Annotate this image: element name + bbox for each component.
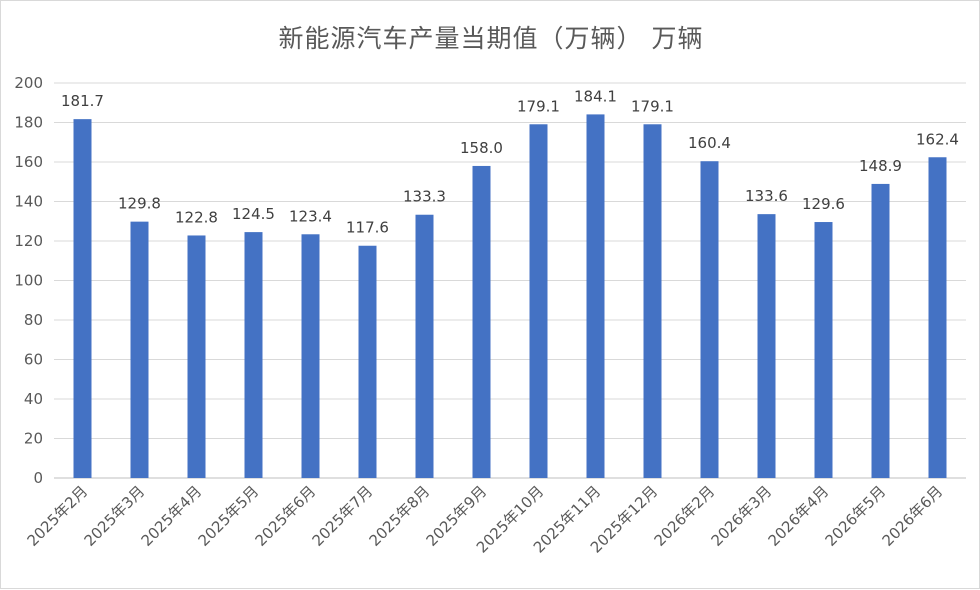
y-tick-label: 40 [24,390,43,408]
bar [529,124,548,478]
bar [586,114,605,478]
bar [73,119,92,478]
bar [358,245,377,478]
data-label: 158.0 [460,139,503,157]
bar [472,165,491,478]
data-label: 179.1 [517,97,560,115]
x-tick-label: 2025年6月 [252,482,320,550]
x-axis-ticks: 2025年2月2025年3月2025年4月2025年5月2025年6月2025年… [24,482,947,556]
data-label: 129.6 [802,195,845,213]
bar [757,214,776,478]
data-labels: 181.7 129.8 122.8 124.5 123.4 117.6 133.3 158.0… [61,87,959,236]
chart-title: 新能源汽车产量当期值（万辆） 万辆 [278,24,704,53]
y-tick-label: 60 [24,351,43,369]
bar [301,234,320,478]
data-label: 133.3 [403,188,446,206]
x-tick-label: 2025年3月 [81,482,149,550]
y-tick-label: 160 [14,153,43,171]
data-label: 162.4 [916,130,959,148]
data-label: 179.1 [631,97,674,115]
x-tick-label: 2025年8月 [366,482,434,550]
data-label: 184.1 [574,87,617,105]
data-label: 181.7 [61,92,104,110]
bar [928,157,947,478]
data-label: 133.6 [745,187,788,205]
bar [130,221,149,478]
bars [73,114,947,479]
x-tick-label: 2026年4月 [765,482,833,550]
y-tick-label: 80 [24,311,43,329]
y-tick-label: 20 [24,430,43,448]
x-tick-label: 2025年2月 [24,482,92,550]
gridlines [54,82,966,479]
data-label: 148.9 [859,157,902,175]
bar [700,161,719,478]
bar [187,235,206,478]
bar [643,124,662,478]
x-tick-label: 2026年5月 [822,482,890,550]
y-tick-label: 0 [33,469,43,487]
data-label: 160.4 [688,134,731,152]
data-label: 123.4 [289,207,332,225]
bar [244,232,263,478]
y-tick-label: 200 [14,74,43,92]
y-tick-label: 180 [14,114,43,132]
data-label: 117.6 [346,219,389,237]
data-label: 124.5 [232,205,275,223]
x-tick-label: 2025年7月 [309,482,377,550]
x-tick-label: 2025年5月 [195,482,263,550]
y-tick-label: 120 [14,232,43,250]
y-tick-label: 100 [14,272,43,290]
bar [871,183,890,479]
x-tick-label: 2026年3月 [708,482,776,550]
x-tick-label: 2026年6月 [879,482,947,550]
y-axis-ticks: 0 20 40 60 80 100 120 140 160 180 200 [14,74,43,487]
bar [814,222,833,478]
y-tick-label: 140 [14,193,43,211]
bar [415,214,434,479]
data-label: 129.8 [118,195,161,213]
data-label: 122.8 [175,208,218,226]
x-tick-label: 2026年2月 [651,482,719,550]
x-tick-label: 2025年4月 [138,482,206,550]
